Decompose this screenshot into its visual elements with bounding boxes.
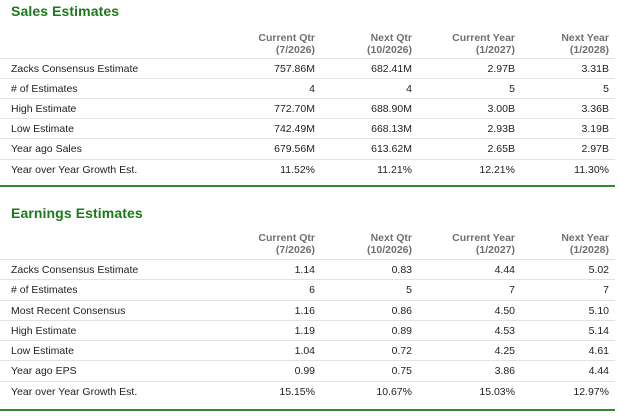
- cell-value: 7: [509, 284, 515, 296]
- table-row: High Estimate 1.19 0.89 4.53 5.14: [0, 320, 615, 341]
- cell-value: 668.13M: [371, 123, 412, 135]
- cell-value: 2.97B: [581, 143, 609, 155]
- earnings-estimates-title: Earnings Estimates: [11, 205, 143, 221]
- cell-value: 3.00B: [487, 103, 515, 115]
- cell-value: 772.70M: [274, 103, 315, 115]
- cell-value: 12.97%: [573, 386, 609, 398]
- cell-value: 757.86M: [274, 63, 315, 75]
- table-row: # of Estimates 4 4 5 5: [0, 78, 615, 99]
- cell-value: 1.19: [294, 325, 315, 337]
- row-label: Most Recent Consensus: [11, 305, 126, 317]
- row-label: Year ago EPS: [11, 365, 77, 377]
- cell-value: 4.25: [494, 345, 515, 357]
- cell-value: 0.83: [391, 264, 412, 276]
- table-row: # of Estimates 6 5 7 7: [0, 279, 615, 300]
- cell-value: 0.89: [391, 325, 412, 337]
- table-row: Year over Year Growth Est. 15.15% 10.67%…: [0, 381, 615, 402]
- row-label: Year over Year Growth Est.: [11, 386, 138, 398]
- cell-value: 0.75: [391, 365, 412, 377]
- row-label: # of Estimates: [11, 83, 78, 95]
- row-label: Year over Year Growth Est.: [11, 164, 138, 176]
- cell-value: 3.86: [494, 365, 515, 377]
- row-label: Zacks Consensus Estimate: [11, 63, 139, 75]
- cell-value: 5.14: [588, 325, 609, 337]
- cell-value: 5: [603, 83, 609, 95]
- sales-col-current-qtr: Current Qtr (7/2026): [258, 32, 315, 56]
- cell-value: 3.36B: [581, 103, 609, 115]
- cell-value: 4: [309, 83, 315, 95]
- cell-value: 4.53: [494, 325, 515, 337]
- table-row: Low Estimate 1.04 0.72 4.25 4.61: [0, 340, 615, 361]
- cell-value: 1.04: [294, 345, 315, 357]
- cell-value: 5: [406, 284, 412, 296]
- table-row: Most Recent Consensus 1.16 0.86 4.50 5.1…: [0, 300, 615, 321]
- cell-value: 0.86: [391, 305, 412, 317]
- earnings-col-next-qtr: Next Qtr (10/2026): [367, 232, 412, 256]
- cell-value: 11.21%: [377, 164, 412, 176]
- cell-value: 4.44: [494, 264, 515, 276]
- table-row: Low Estimate 742.49M 668.13M 2.93B 3.19B: [0, 118, 615, 139]
- table-row: Year ago EPS 0.99 0.75 3.86 4.44: [0, 360, 615, 381]
- earnings-col-next-year: Next Year (1/2028): [561, 232, 609, 256]
- cell-value: 6: [309, 284, 315, 296]
- row-label: High Estimate: [11, 103, 77, 115]
- cell-value: 7: [603, 284, 609, 296]
- cell-value: 10.67%: [376, 386, 412, 398]
- cell-value: 1.14: [294, 264, 315, 276]
- earnings-col-current-qtr: Current Qtr (7/2026): [258, 232, 315, 256]
- earnings-col-current-year: Current Year (1/2027): [452, 232, 515, 256]
- table-row: Zacks Consensus Estimate 757.86M 682.41M…: [0, 58, 615, 79]
- cell-value: 5: [509, 83, 515, 95]
- table-row: Zacks Consensus Estimate 1.14 0.83 4.44 …: [0, 259, 615, 280]
- cell-value: 3.31B: [581, 63, 609, 75]
- table-row: Year over Year Growth Est. 11.52% 11.21%…: [0, 159, 615, 180]
- row-label: Low Estimate: [11, 123, 75, 135]
- sales-col-next-qtr: Next Qtr (10/2026): [367, 32, 412, 56]
- cell-value: 11.30%: [574, 164, 609, 176]
- cell-value: 679.56M: [274, 143, 315, 155]
- table-row: Year ago Sales 679.56M 613.62M 2.65B 2.9…: [0, 138, 615, 159]
- earnings-estimates-section: Earnings Estimates Current Qtr (7/2026) …: [0, 195, 619, 418]
- sales-estimates-title: Sales Estimates: [11, 3, 120, 19]
- cell-value: 2.97B: [487, 63, 515, 75]
- cell-value: 15.15%: [279, 386, 315, 398]
- cell-value: 12.21%: [479, 164, 515, 176]
- cell-value: 2.65B: [487, 143, 515, 155]
- cell-value: 3.19B: [581, 123, 609, 135]
- table-row: High Estimate 772.70M 688.90M 3.00B 3.36…: [0, 98, 615, 119]
- section-divider: [0, 185, 615, 187]
- cell-value: 1.16: [294, 305, 315, 317]
- cell-value: 688.90M: [371, 103, 412, 115]
- cell-value: 2.93B: [487, 123, 515, 135]
- cell-value: 742.49M: [274, 123, 315, 135]
- cell-value: 5.10: [588, 305, 609, 317]
- cell-value: 4.50: [494, 305, 515, 317]
- cell-value: 15.03%: [479, 386, 515, 398]
- cell-value: 0.72: [391, 345, 412, 357]
- cell-value: 4: [406, 83, 412, 95]
- sales-table-header: Current Qtr (7/2026) Next Qtr (10/2026) …: [0, 32, 615, 58]
- row-label: Zacks Consensus Estimate: [11, 264, 139, 276]
- sales-estimates-section: Sales Estimates Current Qtr (7/2026) Nex…: [0, 0, 619, 195]
- cell-value: 4.61: [588, 345, 609, 357]
- sales-col-next-year: Next Year (1/2028): [561, 32, 609, 56]
- row-label: Low Estimate: [11, 345, 75, 357]
- section-divider: [0, 409, 615, 411]
- cell-value: 11.52%: [280, 164, 315, 176]
- row-label: # of Estimates: [11, 284, 78, 296]
- cell-value: 4.44: [588, 365, 609, 377]
- earnings-table-header: Current Qtr (7/2026) Next Qtr (10/2026) …: [0, 232, 615, 258]
- cell-value: 0.99: [294, 365, 315, 377]
- cell-value: 682.41M: [371, 63, 412, 75]
- cell-value: 5.02: [588, 264, 609, 276]
- cell-value: 613.62M: [371, 143, 412, 155]
- row-label: Year ago Sales: [11, 143, 82, 155]
- sales-col-current-year: Current Year (1/2027): [452, 32, 515, 56]
- row-label: High Estimate: [11, 325, 77, 337]
